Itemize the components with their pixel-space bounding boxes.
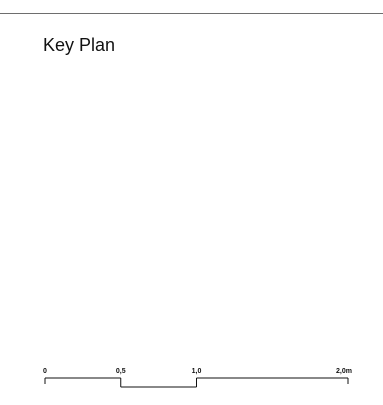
key-plan-area <box>43 70 353 350</box>
scale-label-2: 1,0 <box>192 368 202 375</box>
top-border-rule <box>0 13 383 14</box>
scale-bar: 0 0,5 1,0 2,0m <box>0 360 383 400</box>
scale-bar-graphic: 0 0,5 1,0 2,0m <box>43 368 352 388</box>
sheet-title: Key Plan <box>43 35 116 55</box>
scale-label-3: 2,0m <box>336 368 352 375</box>
scale-label-0: 0 <box>43 368 47 375</box>
scale-label-1: 0,5 <box>116 368 126 375</box>
